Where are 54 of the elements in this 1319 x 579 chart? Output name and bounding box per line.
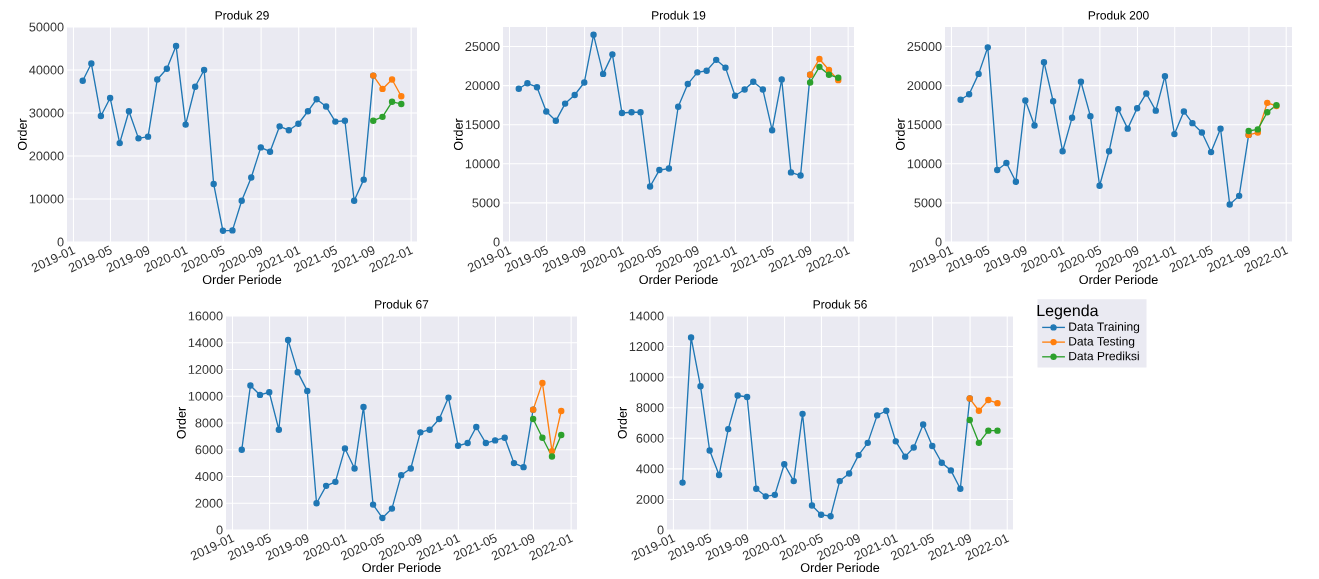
y-axis-title: Order: [453, 118, 463, 151]
y-tick-label: 10000: [907, 159, 942, 169]
y-tick-label: 0: [57, 237, 64, 247]
x-axis-title: Order Periode: [639, 274, 718, 285]
y-axis-title: Order: [617, 407, 627, 439]
y-tick-label: 0: [493, 237, 500, 247]
y-tick-label: 8000: [636, 403, 664, 413]
y-tick-label: 5000: [472, 198, 500, 208]
y-tick-label: 5000: [914, 198, 942, 208]
y-tick-label: 20000: [907, 81, 942, 91]
y-tick-label: 12000: [629, 342, 664, 352]
y-tick-label: 10000: [29, 194, 64, 204]
chart-title: Produk 19: [652, 10, 706, 20]
y-tick-label: 0: [935, 237, 942, 247]
x-axis-title: Order Periode: [800, 562, 880, 573]
y-tick-label: 14000: [629, 311, 664, 321]
y-tick-label: 15000: [465, 120, 500, 130]
y-tick-label: 25000: [907, 42, 942, 52]
y-tick-label: 0: [216, 525, 223, 535]
y-tick-label: 40000: [29, 65, 64, 75]
chart-title: Produk 56: [813, 299, 867, 309]
y-tick-label: 4000: [195, 472, 223, 481]
y-tick-label: 15000: [907, 120, 942, 130]
y-tick-label: 20000: [29, 151, 64, 161]
y-tick-label: 10000: [629, 372, 664, 382]
y-tick-label: 6000: [195, 445, 223, 455]
y-axis-title: Order: [17, 118, 27, 151]
legend-title: Legenda: [1037, 304, 1099, 320]
y-tick-label: 2000: [636, 494, 664, 504]
y-tick-label: 12000: [188, 365, 223, 374]
y-axis-title: Order: [895, 118, 905, 151]
y-tick-label: 4000: [636, 464, 664, 474]
y-tick-label: 20000: [465, 81, 500, 91]
y-tick-label: 0: [657, 525, 664, 535]
y-tick-label: 10000: [188, 391, 223, 401]
y-tick-label: 10000: [465, 159, 500, 169]
y-tick-label: 6000: [636, 433, 664, 443]
y-axis-title: Order: [176, 407, 186, 439]
x-axis-title: Order Periode: [362, 562, 441, 573]
y-tick-label: 16000: [188, 311, 223, 321]
y-tick-label: 14000: [188, 338, 223, 348]
x-axis-title: Order Periode: [1079, 274, 1158, 285]
y-tick-label: 50000: [29, 22, 64, 32]
chart-title: Produk 67: [375, 299, 429, 309]
legend-label: Data Training: [1069, 322, 1140, 334]
chart-title: Produk 29: [215, 10, 269, 20]
y-tick-label: 2000: [195, 498, 223, 508]
chart-title: Produk 200: [1088, 10, 1149, 20]
y-tick-label: 8000: [195, 418, 223, 428]
y-tick-label: 25000: [465, 42, 500, 52]
x-axis-title: Order Periode: [202, 274, 282, 285]
y-tick-label: 30000: [29, 108, 64, 118]
legend-label: Data Prediksi: [1069, 351, 1139, 361]
legend-label: Data Testing: [1069, 336, 1135, 348]
